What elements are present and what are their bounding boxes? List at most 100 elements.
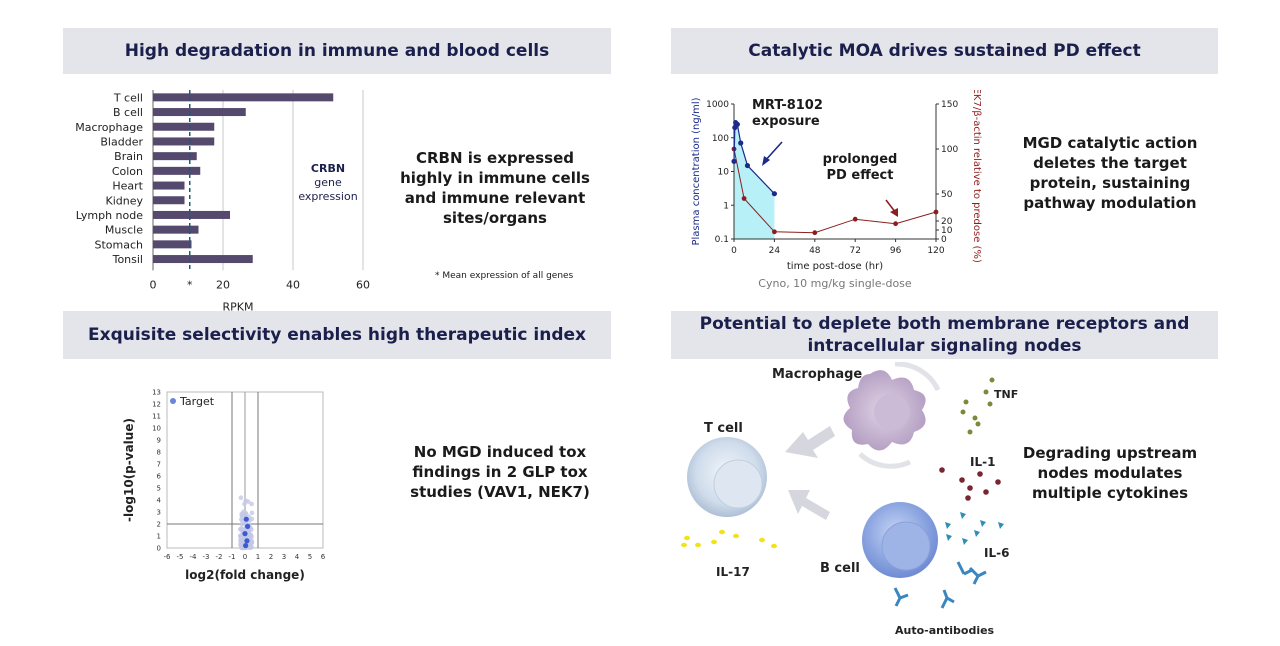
y-tick-label: 10 [152,425,161,433]
left-tick-label: 0.1 [715,235,729,245]
y-tick-label: 5 [157,485,161,493]
left-tick-label: 100 [712,134,729,144]
x-tick-label: 0 [243,553,247,561]
crbn-label: CRBN [310,162,346,175]
bar [153,152,197,161]
il6-molecules [945,512,1004,545]
panel-title: High degradation in immune and blood cel… [124,41,550,61]
x-axis-label: time post-dose (hr) [787,261,883,272]
category-label: B cell [113,106,143,119]
pd-arrowhead [890,208,898,217]
legend-label: Target [179,395,215,408]
category-label: T cell [113,91,143,104]
banner-immune-blood: High degradation in immune and blood cel… [63,28,611,74]
crbn-label-block: CRBN gene expression [292,162,364,204]
target-point [242,531,248,537]
category-label: Brain [114,150,143,163]
protein-point [242,501,247,507]
protein-point [238,495,244,501]
pd-point [852,216,858,222]
bar [153,122,215,131]
x-tick-label: 6 [321,553,326,561]
x-tick-label: 0 [150,278,157,291]
reference-tick-label: * [187,278,193,291]
label-tnf: TNF [994,388,1018,401]
label-b-cell: B cell [820,561,860,576]
panel-title: Exquisite selectivity enables high thera… [87,325,586,345]
exposure-area [734,122,775,239]
autoantibody-icons [893,561,987,609]
panel-title: Potential to deplete both membrane recep… [699,314,1190,356]
label-autoantibodies: Auto-antibodies [895,624,995,637]
label-t-cell: T cell [704,421,743,436]
pd-effect-label: prolonged PD effect [822,152,898,183]
protein-point [239,514,245,519]
pk-point [734,121,740,127]
category-label: Lymph node [76,209,143,222]
bar [153,196,185,205]
protein-point [249,534,254,540]
x-tick-label: 120 [927,246,944,256]
y-tick-label: 1 [157,533,161,541]
y-tick-label: 8 [157,449,161,457]
y-axis-label: -log10(p-value) [122,418,136,522]
protein-point [238,538,244,544]
category-label: Colon [112,165,143,178]
banner-deplete-receptors: Potential to deplete both membrane recep… [671,311,1218,359]
right-tick-label: 10 [941,226,953,236]
t-cell-icon [687,437,767,517]
protein-point [245,499,251,504]
x-tick-label: 96 [890,246,902,256]
label-il6: IL-6 [984,546,1009,560]
bar [153,108,246,117]
x-tick-label: -3 [203,553,210,561]
left-tick-label: 10 [718,168,730,178]
y-tick-label: 2 [157,521,161,529]
y-tick-label: 0 [157,545,161,553]
y-tick-label: 11 [152,413,161,421]
pk-caption: Cyno, 10 mg/kg single-dose [758,277,912,290]
left-tick-label: 1 [723,201,729,211]
pd-point [812,230,818,236]
y-tick-label: 3 [157,509,161,517]
category-label: Macrophage [75,121,143,134]
bar [153,137,215,146]
bar [153,255,253,264]
bar [153,166,201,175]
crbn-callout: CRBN is expressed highly in immune cells… [400,149,590,227]
label-il17: IL-17 [716,565,750,579]
bar [153,93,334,102]
y-tick-label: 13 [152,389,161,397]
x-tick-label: 2 [269,553,273,561]
y-tick-label: 6 [157,473,162,481]
x-tick-label: -2 [216,553,223,561]
label-macrophage: Macrophage [772,367,862,382]
pd-point [741,196,747,201]
x-tick-label: 20 [216,278,230,291]
protein-point [249,510,255,516]
category-label: Stomach [94,238,143,251]
x-tick-label: -6 [164,553,172,561]
target-point [245,523,251,529]
right-y-axis-label: NEK7/β-actin relative to predose (%) [971,90,982,263]
arrow-tcell-macrophage [785,426,835,458]
target-point [244,538,250,544]
banner-catalytic-moa: Catalytic MOA drives sustained PD effect [671,28,1218,74]
left-tick-label: 1000 [706,100,729,110]
exposure-arrowhead [762,156,770,166]
tox-callout: No MGD induced tox findings in 2 GLP tox… [410,443,590,501]
category-label: Heart [112,180,143,193]
macrophage-icon [843,362,941,469]
y-tick-label: 4 [157,497,162,505]
x-tick-label: 0 [731,246,737,256]
right-tick-label: 100 [941,145,958,155]
b-cell-icon [862,502,938,578]
right-tick-label: 50 [941,190,953,200]
x-tick-label: 24 [769,246,781,256]
x-tick-label: 3 [282,553,286,561]
cell-illustration: Macrophage T cell B cell TNF IL-1 IL-6 I… [681,362,1018,637]
pk-point [771,191,777,197]
moa-callout: MGD catalytic action deletes the target … [1022,134,1198,212]
